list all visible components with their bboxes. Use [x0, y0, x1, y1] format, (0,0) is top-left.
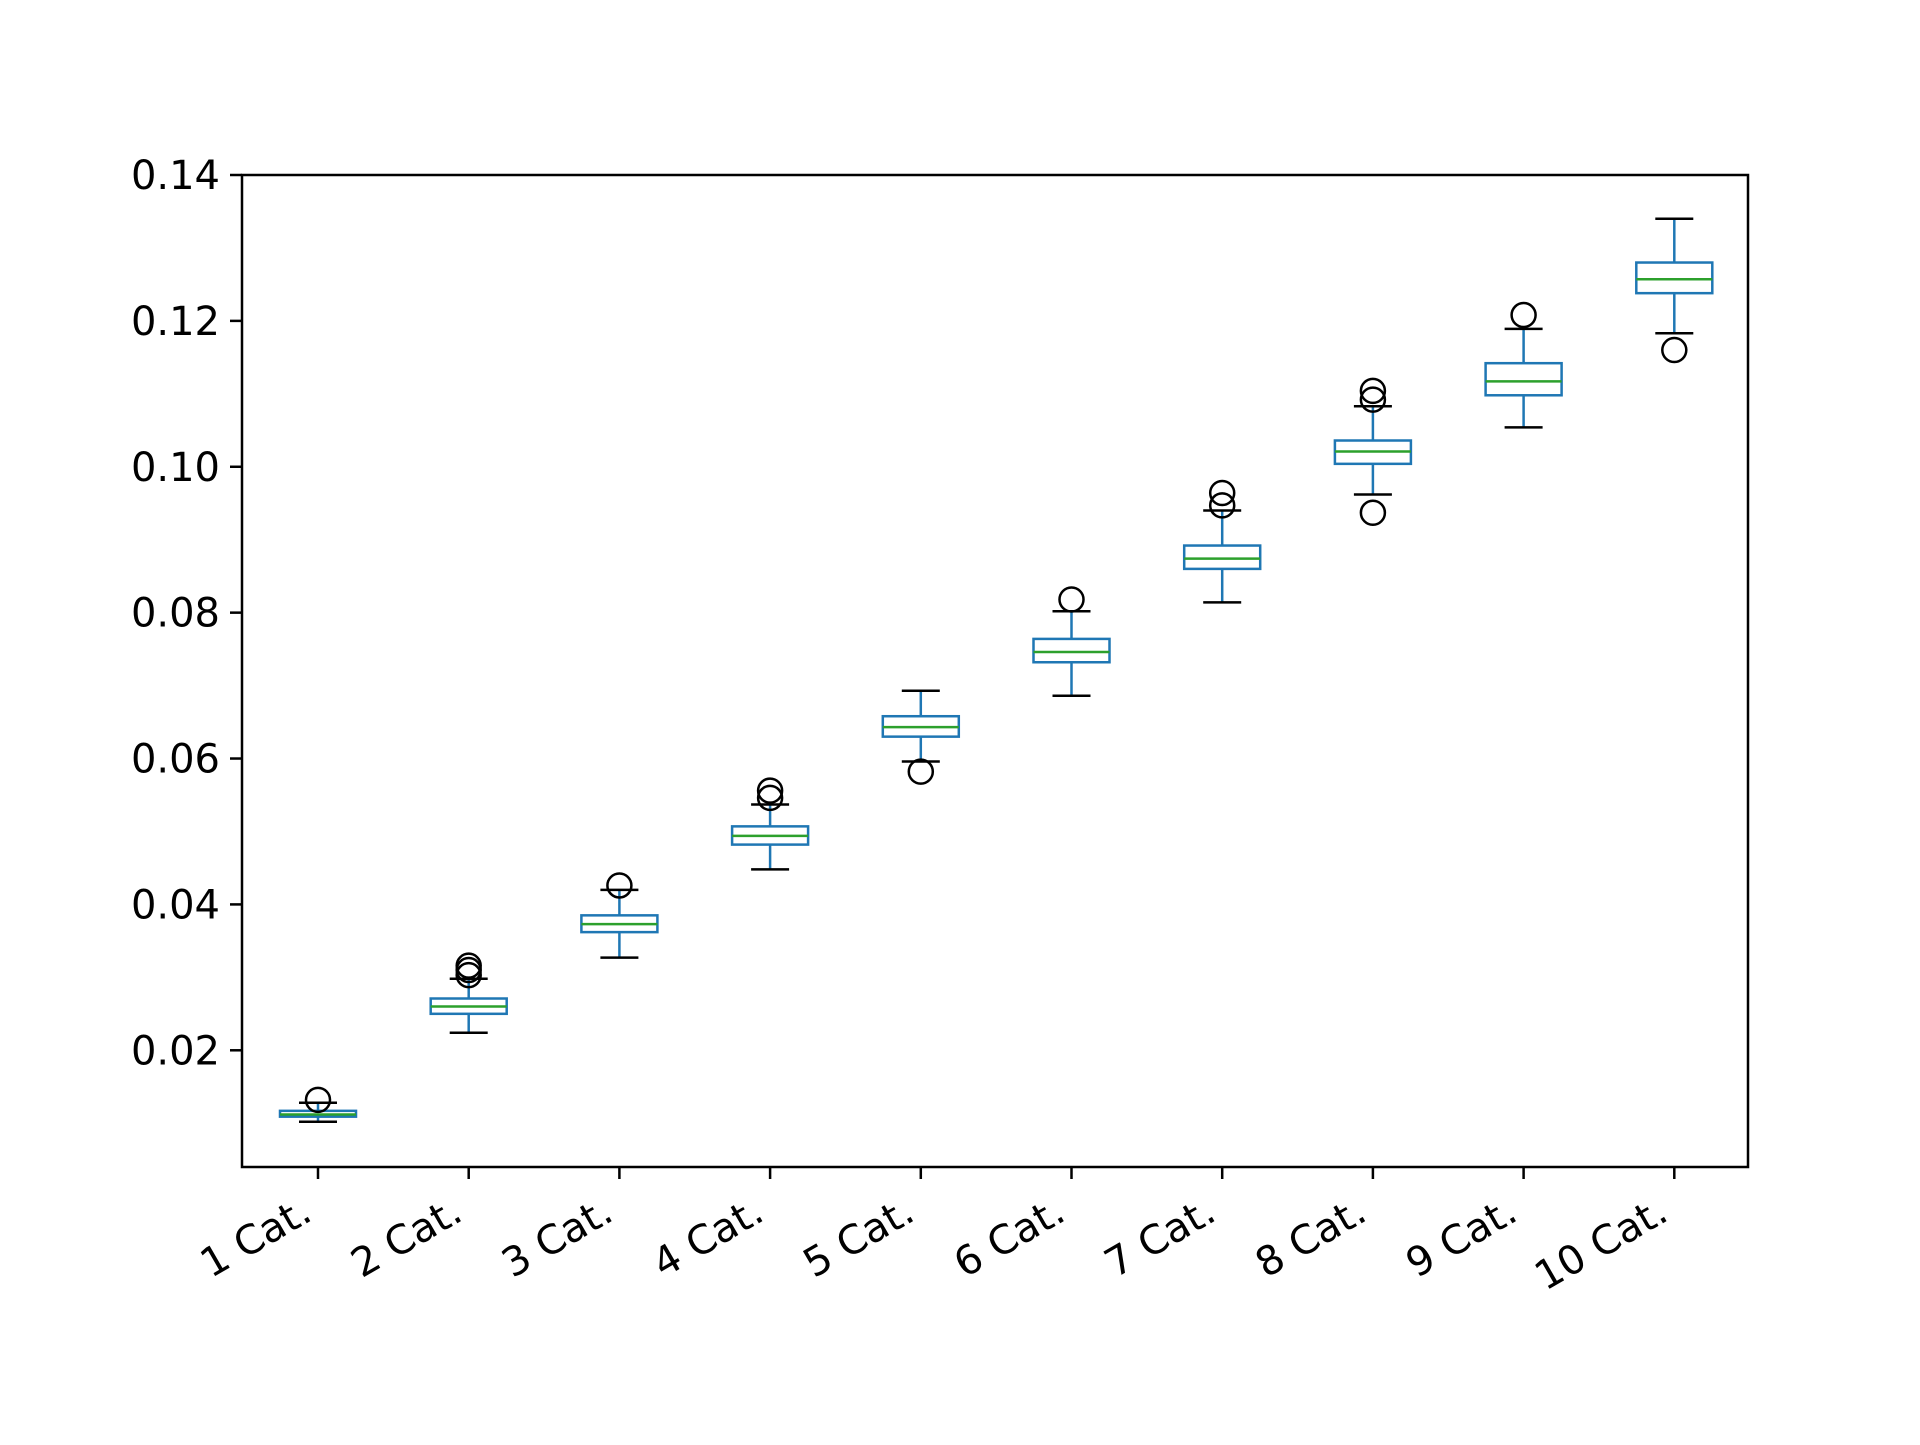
box-iqr	[1032, 637, 1111, 664]
outlier-point	[907, 758, 935, 785]
box-iqr	[1182, 544, 1262, 571]
box-group	[1635, 217, 1714, 364]
x-tick-label: 1 Cat.	[193, 1188, 319, 1287]
x-tick-label: 3 Cat.	[494, 1188, 620, 1287]
x-axis: 1 Cat. 2 Cat. 3 Cat. 4 Cat. 5 Cat. 6 Cat. 7 Ca…	[193, 1167, 1676, 1300]
box-group	[1484, 301, 1563, 429]
box-group	[730, 777, 810, 871]
outlier-point	[1208, 479, 1236, 507]
outlier-point	[1510, 301, 1537, 329]
box-group	[580, 872, 659, 959]
outlier-point	[1359, 499, 1387, 526]
y-tick-label: 0.08	[131, 591, 220, 637]
x-tick-label: 9 Cat.	[1399, 1188, 1525, 1287]
outlier-point	[1359, 386, 1387, 413]
x-tick-label: 6 Cat.	[946, 1188, 1072, 1287]
box-group	[881, 689, 961, 785]
box-group	[278, 1086, 358, 1124]
y-tick-label: 0.02	[131, 1028, 220, 1074]
box-group	[1032, 586, 1111, 698]
outlier-point	[304, 1086, 332, 1114]
outlier-point	[756, 777, 784, 804]
plot-area	[278, 217, 1714, 1124]
x-tick-label: 5 Cat.	[796, 1188, 922, 1287]
y-tick-label: 0.06	[131, 737, 220, 783]
box-group	[1333, 377, 1413, 526]
box-iqr	[1635, 261, 1714, 295]
x-tick-label: 4 Cat.	[645, 1188, 771, 1287]
box-iqr	[1484, 361, 1563, 397]
y-tick-label: 0.04	[131, 882, 220, 928]
y-axis: 0.02 0.04 0.06 0.08 0.10 0.12 0.14	[131, 153, 242, 1074]
box-group	[1182, 479, 1262, 604]
outlier-point	[1208, 492, 1236, 519]
x-tick-label: 8 Cat.	[1248, 1188, 1374, 1287]
outlier-point	[455, 952, 482, 979]
x-tick-label: 7 Cat.	[1097, 1188, 1223, 1287]
y-tick-label: 0.14	[131, 153, 220, 199]
axes-frame	[240, 173, 1750, 1169]
outlier-point	[1661, 336, 1688, 364]
y-tick-label: 0.12	[131, 299, 220, 345]
y-tick-label: 0.10	[131, 445, 220, 491]
box-group	[429, 952, 508, 1035]
outlier-point	[606, 872, 633, 899]
outlier-point	[1058, 586, 1085, 613]
outlier-point	[756, 784, 784, 812]
outlier-point	[1359, 377, 1387, 405]
x-tick-label: 10 Cat.	[1527, 1188, 1675, 1300]
x-tick-label: 2 Cat.	[344, 1188, 470, 1287]
